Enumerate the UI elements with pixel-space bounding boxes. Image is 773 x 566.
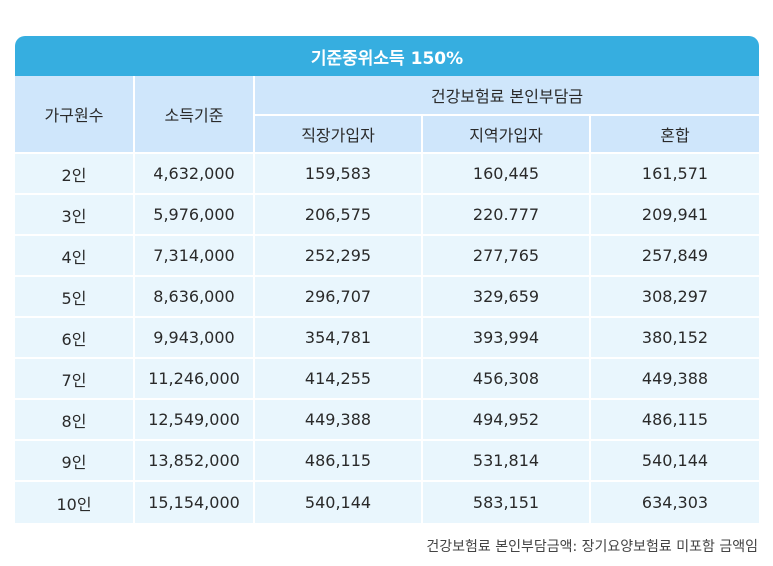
cell-employee: 252,295: [255, 236, 423, 277]
cell-employee: 296,707: [255, 277, 423, 318]
income-premium-table: 기준중위소득 150% 가구원수 소득기준 건강보험료 본인부담금 직장가입자 …: [15, 36, 760, 523]
cell-household: 6인: [15, 318, 135, 359]
cell-employee: 540,144: [255, 482, 423, 523]
cell-regional: 531,814: [423, 441, 591, 482]
cell-mixed: 486,115: [591, 400, 760, 441]
cell-regional: 220.777: [423, 195, 591, 236]
cell-income: 12,549,000: [135, 400, 255, 441]
table-row: 9인 13,852,000 486,115 531,814 540,144: [15, 441, 760, 482]
cell-regional: 277,765: [423, 236, 591, 277]
cell-income: 9,943,000: [135, 318, 255, 359]
table-row: 6인 9,943,000 354,781 393,994 380,152: [15, 318, 760, 359]
cell-income: 8,636,000: [135, 277, 255, 318]
cell-income: 13,852,000: [135, 441, 255, 482]
cell-household: 7인: [15, 359, 135, 400]
header-premium-group: 건강보험료 본인부담금: [255, 76, 760, 116]
table-row: 8인 12,549,000 449,388 494,952 486,115: [15, 400, 760, 441]
cell-regional: 329,659: [423, 277, 591, 318]
header-regional: 지역가입자: [423, 116, 591, 154]
cell-regional: 160,445: [423, 154, 591, 195]
cell-mixed: 540,144: [591, 441, 760, 482]
table-row: 10인 15,154,000 540,144 583,151 634,303: [15, 482, 760, 523]
cell-regional: 393,994: [423, 318, 591, 359]
cell-household: 9인: [15, 441, 135, 482]
cell-income: 15,154,000: [135, 482, 255, 523]
cell-household: 4인: [15, 236, 135, 277]
cell-regional: 583,151: [423, 482, 591, 523]
footnote: 건강보험료 본인부담금액: 장기요양보험료 미포함 금액임: [426, 539, 758, 555]
table-title: 기준중위소득 150%: [15, 36, 760, 76]
cell-household: 3인: [15, 195, 135, 236]
cell-regional: 494,952: [423, 400, 591, 441]
cell-mixed: 257,849: [591, 236, 760, 277]
cell-mixed: 634,303: [591, 482, 760, 523]
cell-mixed: 449,388: [591, 359, 760, 400]
cell-mixed: 308,297: [591, 277, 760, 318]
cell-mixed: 380,152: [591, 318, 760, 359]
cell-employee: 354,781: [255, 318, 423, 359]
cell-household: 2인: [15, 154, 135, 195]
cell-household: 8인: [15, 400, 135, 441]
cell-employee: 206,575: [255, 195, 423, 236]
cell-income: 11,246,000: [135, 359, 255, 400]
header-income: 소득기준: [135, 76, 255, 154]
cell-income: 5,976,000: [135, 195, 255, 236]
cell-mixed: 209,941: [591, 195, 760, 236]
cell-employee: 449,388: [255, 400, 423, 441]
table-row: 4인 7,314,000 252,295 277,765 257,849: [15, 236, 760, 277]
table-row: 7인 11,246,000 414,255 456,308 449,388: [15, 359, 760, 400]
cell-employee: 486,115: [255, 441, 423, 482]
cell-employee: 159,583: [255, 154, 423, 195]
cell-household: 10인: [15, 482, 135, 523]
cell-employee: 414,255: [255, 359, 423, 400]
cell-mixed: 161,571: [591, 154, 760, 195]
header-employee: 직장가입자: [255, 116, 423, 154]
cell-household: 5인: [15, 277, 135, 318]
header-household: 가구원수: [15, 76, 135, 154]
header-mixed: 혼합: [591, 116, 760, 154]
table-row: 2인 4,632,000 159,583 160,445 161,571: [15, 154, 760, 195]
cell-income: 7,314,000: [135, 236, 255, 277]
table-row: 5인 8,636,000 296,707 329,659 308,297: [15, 277, 760, 318]
table-container: 기준중위소득 150% 가구원수 소득기준 건강보험료 본인부담금 직장가입자 …: [15, 36, 760, 523]
cell-regional: 456,308: [423, 359, 591, 400]
table-row: 3인 5,976,000 206,575 220.777 209,941: [15, 195, 760, 236]
cell-income: 4,632,000: [135, 154, 255, 195]
